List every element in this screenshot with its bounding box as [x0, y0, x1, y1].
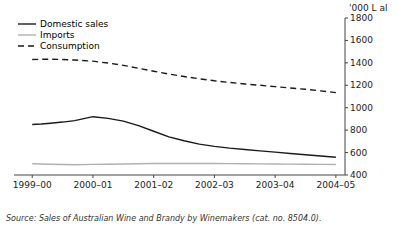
x-axis-line — [14, 175, 345, 176]
x-tick-label: 2000–01 — [74, 180, 113, 190]
source-note: Source: Sales of Australian Wine and Bra… — [6, 214, 321, 223]
y-tick — [345, 152, 348, 153]
y-tick-label: 400 — [350, 170, 367, 180]
y-tick-label: 1000 — [350, 103, 373, 113]
x-tick — [92, 175, 93, 178]
x-tick — [153, 175, 154, 178]
legend-swatch — [18, 45, 36, 46]
y-axis-line — [345, 18, 346, 175]
y-axis-label: '000 L al — [349, 3, 387, 13]
series-line — [32, 59, 336, 92]
x-tick — [214, 175, 215, 178]
x-tick — [32, 175, 33, 178]
legend: Domestic salesImportsConsumption — [18, 19, 109, 51]
legend-label: Consumption — [40, 41, 100, 51]
y-tick-label: 1200 — [350, 80, 373, 90]
y-tick-label: 800 — [350, 125, 367, 135]
x-tick-label: 2003–04 — [256, 180, 295, 190]
y-tick — [345, 107, 348, 108]
x-tick-label: 2004–05 — [316, 180, 355, 190]
y-tick — [345, 175, 348, 176]
x-tick — [335, 175, 336, 178]
series-line — [32, 117, 336, 158]
x-tick-label: 1999–00 — [13, 180, 52, 190]
legend-swatch — [18, 23, 36, 24]
legend-label: Domestic sales — [40, 19, 109, 29]
legend-label: Imports — [40, 30, 75, 40]
x-tick-label: 2001–02 — [134, 180, 173, 190]
series-line — [32, 163, 336, 164]
y-tick-label: 600 — [350, 148, 367, 158]
y-tick-label: 1600 — [350, 35, 373, 45]
series-group — [32, 59, 336, 164]
y-tick — [345, 40, 348, 41]
legend-swatch — [18, 34, 36, 35]
y-tick-label: 1400 — [350, 58, 373, 68]
y-tick-label: 1800 — [350, 13, 373, 23]
x-tick-label: 2002–03 — [195, 180, 234, 190]
y-tick — [345, 85, 348, 86]
x-tick — [275, 175, 276, 178]
y-tick — [345, 18, 348, 19]
y-tick — [345, 62, 348, 63]
chart: 1999–00 2000–01 2001–02 2002–03 2003–04 2004–… — [0, 0, 397, 227]
y-tick — [345, 130, 348, 131]
